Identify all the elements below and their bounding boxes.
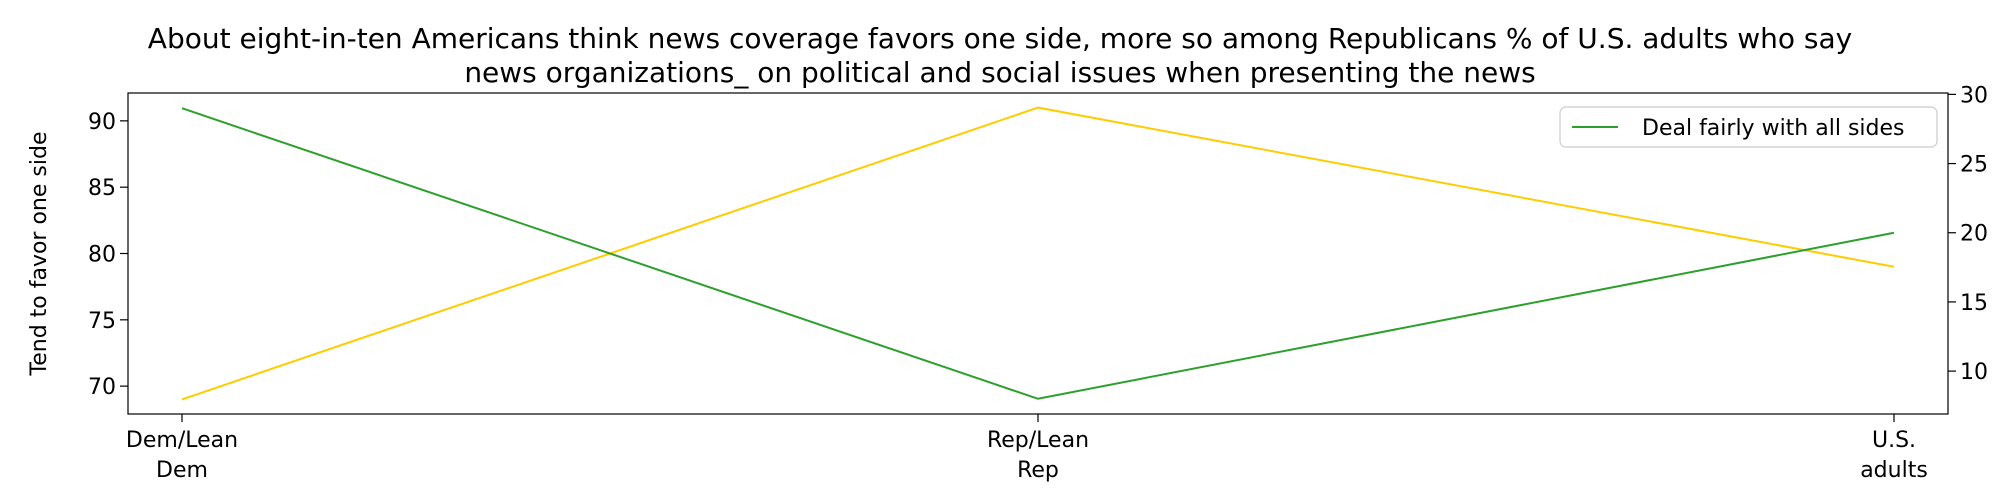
legend-box xyxy=(1559,106,1938,148)
right-y-tick-label: 30 xyxy=(1960,83,1988,108)
right-y-tick-label: 10 xyxy=(1960,360,1988,385)
x-axis-category-line: adults xyxy=(1860,458,1928,483)
right-y-tick-label: 15 xyxy=(1960,291,1988,316)
x-axis-category-line: U.S. xyxy=(1872,428,1916,453)
left-y-tick-label: 80 xyxy=(88,243,116,268)
legend-label: Deal fairly with all sides xyxy=(1642,116,1904,141)
series-line-deal-fairly xyxy=(181,107,1895,400)
series-line-favor-one-side xyxy=(181,106,1895,401)
left-y-tick-label: 90 xyxy=(88,110,116,135)
chart-title-line: About eight-in-ten Americans think news … xyxy=(148,22,1852,55)
right-y-tick-label: 20 xyxy=(1960,222,1988,247)
x-axis-category-line: Dem/Lean xyxy=(126,428,238,453)
chart-title-line: news organizations_ on political and soc… xyxy=(464,56,1535,89)
chart-title: About eight-in-ten Americans think news … xyxy=(148,22,1852,89)
left-y-axis-label: Tend to favor one side xyxy=(27,132,52,377)
left-y-tick-label: 85 xyxy=(88,176,116,201)
x-axis-category-label: Rep/Lean Rep xyxy=(987,428,1089,483)
left-y-tick-label: 70 xyxy=(88,375,116,400)
x-axis-category-label: Dem/Lean Dem xyxy=(126,428,238,483)
left-y-tick-label: 75 xyxy=(88,309,116,334)
x-axis-category-line: Dem xyxy=(156,458,208,483)
x-axis-category-line: Rep/Lean xyxy=(987,428,1089,453)
right-y-tick-label: 25 xyxy=(1960,153,1988,178)
x-axis-category-line: Rep xyxy=(1017,458,1059,483)
x-axis-category-label: U.S. adults xyxy=(1860,428,1928,483)
